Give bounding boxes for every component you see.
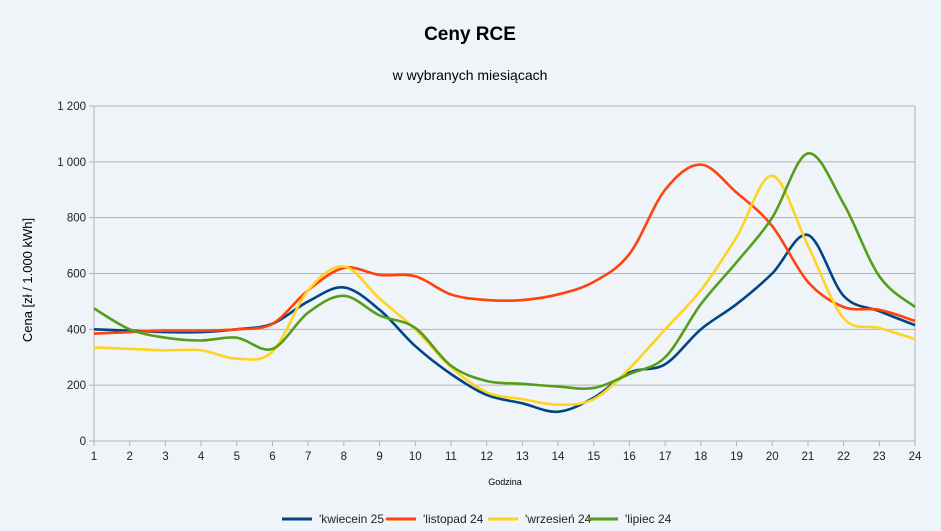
- x-tick-label: 6: [269, 451, 275, 463]
- y-tick-label: 200: [67, 380, 86, 392]
- x-tick-label: 17: [659, 451, 672, 463]
- y-tick-label: 400: [67, 324, 86, 336]
- series-line-3: [93, 152, 916, 391]
- x-tick-label: 23: [873, 451, 886, 463]
- x-tick-label: 7: [305, 451, 311, 463]
- legend-label-3: 'lipiec 24: [625, 512, 672, 526]
- y-tick-label: 600: [67, 269, 86, 281]
- y-tick-label: 1 000: [57, 157, 86, 169]
- x-tick-label: 20: [766, 451, 779, 463]
- chart-title: Ceny RCE: [424, 24, 516, 45]
- legend-label-1: 'listopad 24: [423, 512, 484, 526]
- x-tick-label: 18: [694, 451, 707, 463]
- x-tick-label: 14: [552, 451, 565, 463]
- x-tick-label: 13: [516, 451, 529, 463]
- legend-label-2: 'wrzesień 24: [525, 512, 592, 526]
- series-line-2: [93, 174, 916, 407]
- x-tick-label: 4: [198, 451, 205, 463]
- x-axis-label: Godzina: [488, 477, 522, 487]
- x-tick-label: 10: [409, 451, 422, 463]
- y-tick-label: 1 200: [57, 101, 86, 113]
- x-tick-label: 1: [91, 451, 97, 463]
- x-tick-label: 3: [162, 451, 168, 463]
- x-tick-label: 15: [587, 451, 600, 463]
- x-tick-label: 12: [480, 451, 493, 463]
- y-axis-label: Cena [zł / 1.000 kWh]: [20, 218, 35, 342]
- chart-subtitle: w wybranych miesiącach: [392, 67, 548, 83]
- x-tick-label: 22: [837, 451, 850, 463]
- x-tick-label: 2: [126, 451, 132, 463]
- x-tick-label: 5: [234, 451, 240, 463]
- x-tick-label: 8: [341, 451, 347, 463]
- legend-label-0: 'kwiecein 25: [319, 512, 384, 526]
- y-tick-label: 800: [67, 213, 86, 225]
- x-tick-label: 9: [376, 451, 382, 463]
- series-line-1: [93, 163, 916, 335]
- x-tick-label: 11: [445, 451, 457, 463]
- x-tick-label: 19: [730, 451, 743, 463]
- x-tick-label: 24: [909, 451, 922, 463]
- x-tick-label: 21: [802, 451, 815, 463]
- y-tick-label: 0: [80, 436, 86, 448]
- x-tick-label: 16: [623, 451, 636, 463]
